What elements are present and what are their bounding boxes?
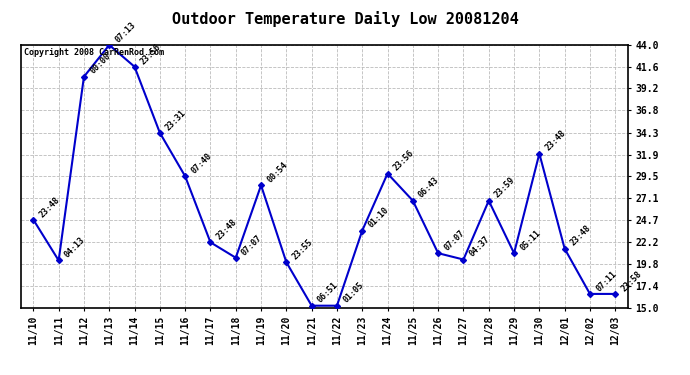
Text: 23:56: 23:56 [139, 42, 163, 66]
Text: 23:56: 23:56 [392, 149, 416, 173]
Text: 00:54: 00:54 [265, 160, 289, 184]
Text: 23:48: 23:48 [569, 224, 593, 248]
Text: 04:37: 04:37 [468, 235, 492, 259]
Text: 23:48: 23:48 [37, 195, 61, 219]
Text: 00:00: 00:00 [88, 52, 112, 76]
Text: 07:40: 07:40 [189, 152, 213, 176]
Text: 07:13: 07:13 [113, 20, 137, 44]
Text: 23:48: 23:48 [215, 217, 239, 242]
Text: 06:51: 06:51 [316, 281, 340, 305]
Text: 05:11: 05:11 [518, 228, 542, 252]
Text: Copyright 2008 CarRenRod.com: Copyright 2008 CarRenRod.com [23, 48, 164, 57]
Text: 23:59: 23:59 [493, 176, 517, 200]
Text: 04:13: 04:13 [63, 236, 87, 260]
Text: 01:10: 01:10 [366, 206, 391, 230]
Text: 23:58: 23:58 [620, 269, 644, 293]
Text: 23:31: 23:31 [164, 108, 188, 132]
Text: 07:07: 07:07 [442, 228, 466, 252]
Text: 23:55: 23:55 [290, 237, 315, 261]
Text: Outdoor Temperature Daily Low 20081204: Outdoor Temperature Daily Low 20081204 [172, 11, 518, 27]
Text: 23:48: 23:48 [544, 129, 568, 153]
Text: 07:07: 07:07 [240, 233, 264, 257]
Text: 01:05: 01:05 [341, 281, 365, 305]
Text: 07:11: 07:11 [594, 269, 618, 293]
Text: 06:43: 06:43 [417, 176, 441, 200]
